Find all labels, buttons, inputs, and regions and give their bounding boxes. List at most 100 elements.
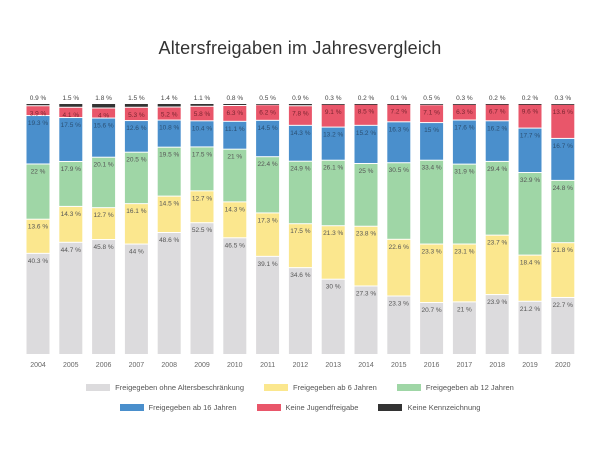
data-label: 15.2 %	[356, 130, 376, 137]
bar-segment	[354, 286, 378, 354]
data-label: 17.5 %	[61, 122, 81, 129]
bar-segment	[190, 106, 214, 121]
data-label: 0.2 %	[522, 95, 539, 102]
bar-segment	[420, 105, 444, 123]
bar-segment	[26, 219, 50, 253]
bar-segment	[387, 104, 411, 105]
data-label: 14.3 %	[225, 206, 245, 213]
data-label: 8.5 %	[358, 109, 375, 116]
bar-segment	[124, 152, 148, 204]
bar-segment	[354, 226, 378, 286]
bar-segment	[26, 116, 50, 164]
bar-segment	[124, 121, 148, 152]
data-label: 14.3 %	[290, 130, 310, 137]
bar-segment	[190, 104, 214, 106]
bar-segment	[59, 242, 83, 354]
bar-segment	[551, 297, 575, 354]
data-label: 24.9 %	[290, 166, 310, 173]
data-label: 1.1 %	[194, 95, 211, 102]
chart-title: Altersfreigaben im Jahresvergleich	[158, 38, 442, 58]
bar-segment	[223, 238, 247, 354]
data-label: 22 %	[31, 168, 46, 175]
data-label: 25 %	[359, 168, 374, 175]
x-tick-label: 2017	[457, 362, 473, 369]
x-tick-label: 2008	[161, 362, 177, 369]
bar-segment	[288, 268, 312, 354]
bar-segment	[92, 208, 116, 240]
bar-segment	[288, 104, 312, 106]
x-tick-label: 2011	[260, 362, 275, 369]
data-label: 30.5 %	[389, 167, 409, 174]
bar-segment	[518, 255, 542, 301]
bar-segment	[551, 138, 575, 180]
data-label: 14.5 %	[257, 125, 277, 132]
data-label: 44 %	[129, 249, 144, 256]
bar-segment	[452, 120, 476, 164]
data-label: 3.9 %	[30, 110, 47, 117]
data-label: 0.3 %	[554, 95, 571, 102]
data-label: 12.7 %	[93, 212, 113, 219]
bar-segment	[518, 173, 542, 255]
data-label: 7.8 %	[292, 110, 309, 117]
bar-segment	[551, 104, 575, 138]
legend-item: Freigegeben ab 16 Jahren	[119, 403, 237, 412]
data-label: 6.7 %	[489, 109, 506, 116]
bar-segment	[256, 157, 280, 213]
data-label: 23.9 %	[487, 299, 507, 306]
data-label: 4 %	[98, 113, 109, 120]
data-label: 0.5 %	[423, 95, 440, 102]
bar-segment	[223, 121, 247, 149]
data-label: 16.1 %	[126, 208, 146, 215]
data-label: 0.2 %	[489, 95, 506, 102]
bar-segment	[256, 256, 280, 354]
legend-label: Freigegeben ab 12 Jahren	[425, 383, 514, 392]
data-label: 1.8 %	[95, 95, 112, 102]
legend-swatch	[86, 384, 111, 391]
bar-segment	[387, 239, 411, 296]
data-label: 10.8 %	[159, 125, 179, 132]
data-label: 23.8 %	[356, 231, 376, 238]
bar-segment	[387, 163, 411, 239]
data-label: 6.3 %	[226, 110, 243, 117]
legend-row-2: Freigegeben ab 16 Jahren Keine Jugendfrei…	[0, 403, 600, 412]
data-label: 26.1 %	[323, 165, 343, 172]
x-tick-label: 2006	[96, 362, 112, 369]
data-label: 13.6 %	[28, 224, 48, 231]
x-tick-label: 2004	[30, 362, 46, 369]
bar-segment	[157, 233, 181, 354]
data-label: 16.2 %	[487, 125, 507, 132]
legend-label: Keine Jugendfreigabe	[285, 403, 359, 412]
bar-segment	[124, 107, 148, 121]
bar-segment	[321, 279, 345, 354]
x-tick-label: 2014	[358, 362, 374, 369]
data-label: 17.6 %	[454, 125, 474, 132]
data-label: 22.4 %	[257, 161, 277, 168]
bar-segment	[256, 104, 280, 105]
data-label: 18.4 %	[520, 260, 540, 267]
bar-segment	[518, 301, 542, 354]
data-label: 22.6 %	[389, 244, 409, 251]
data-label: 12.7 %	[192, 195, 212, 202]
bar-segment	[92, 104, 116, 108]
legend-label: Freigegeben ohne Altersbeschränkung	[115, 383, 245, 392]
data-label: 17.5 %	[192, 151, 212, 158]
data-label: 13.6 %	[553, 109, 573, 116]
bar-segment	[518, 128, 542, 173]
legend-item: Keine Kennzeichnung	[378, 403, 480, 412]
data-label: 40.3 %	[28, 258, 48, 265]
data-label: 31.9 %	[454, 169, 474, 176]
bar-segment	[157, 196, 181, 233]
data-label: 48.6 %	[159, 237, 179, 244]
data-label: 1.4 %	[161, 95, 178, 102]
bar-segment	[223, 106, 247, 121]
bar-segment	[92, 240, 116, 354]
bar-segment	[387, 104, 411, 122]
bar-segment	[551, 180, 575, 243]
bar-segment	[551, 104, 575, 105]
data-label: 9.1 %	[325, 109, 342, 116]
legend-label: Freigegeben ab 16 Jahren	[148, 403, 237, 412]
x-tick-label: 2012	[293, 362, 309, 369]
legend-row-1: Freigegeben ohne Altersbeschränkung Freig…	[0, 383, 600, 392]
legend-item: Freigegeben ohne Altersbeschränkung	[86, 383, 244, 392]
bar-segment	[420, 104, 444, 105]
